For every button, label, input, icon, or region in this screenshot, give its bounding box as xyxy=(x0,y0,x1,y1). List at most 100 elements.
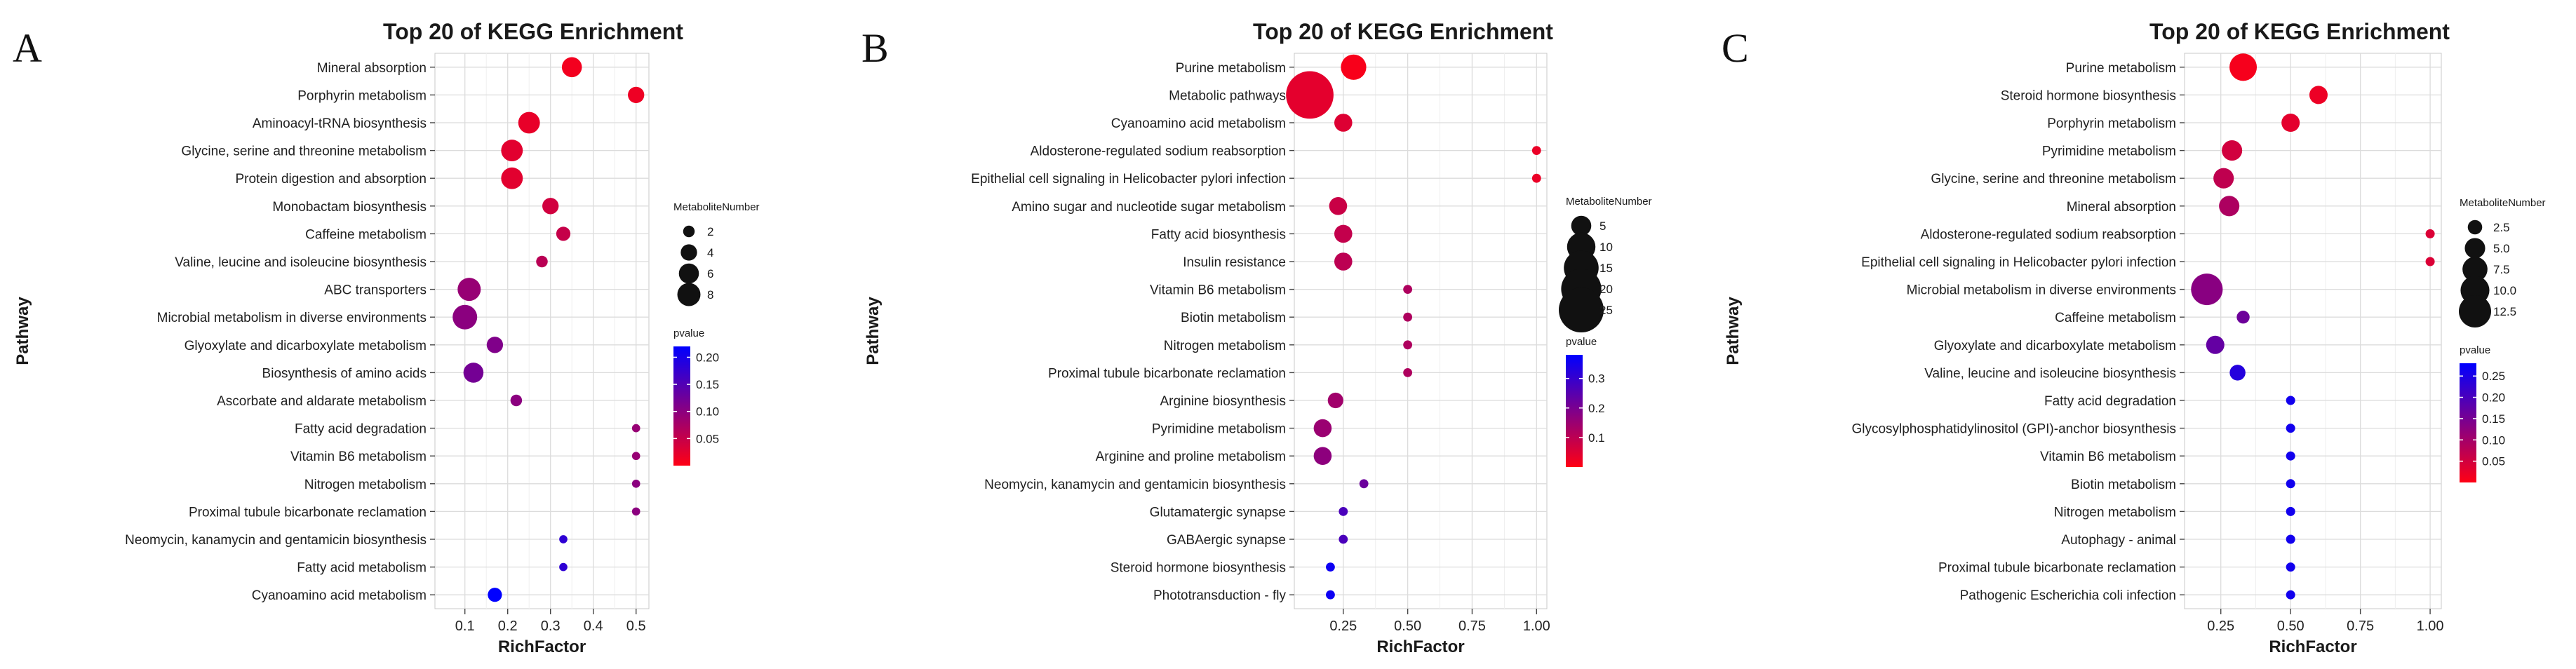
pathway-label: Aldosterone-regulated sodium reabsorptio… xyxy=(1921,227,2176,242)
data-point xyxy=(559,535,568,543)
data-point xyxy=(452,304,478,330)
pathway-label: Glycosylphosphatidylinositol (GPI)-ancho… xyxy=(1851,422,2176,437)
pathway-label: Nitrogen metabolism xyxy=(2054,505,2176,520)
pathway-label: Neomycin, kanamycin and gentamicin biosy… xyxy=(125,533,427,548)
pathway-label: Glyoxylate and dicarboxylate metabolism xyxy=(185,339,427,353)
size-legend-label: 15 xyxy=(1599,262,1613,275)
pathway-label: Fatty acid metabolism xyxy=(297,561,427,576)
pathway-label: Microbial metabolism in diverse environm… xyxy=(157,311,427,325)
color-legend-bar xyxy=(1566,355,1583,467)
x-tick-label: 1.00 xyxy=(2417,619,2444,634)
color-legend-label: 0.05 xyxy=(2482,455,2505,468)
data-point xyxy=(2236,311,2250,324)
color-legend-title: pvalue xyxy=(673,327,704,339)
pathway-label: Pathogenic Escherichia coli infection xyxy=(1960,588,2176,603)
y-axis-title: Pathway xyxy=(864,297,883,365)
pathway-label: Mineral absorption xyxy=(317,61,427,76)
data-point xyxy=(2222,140,2243,161)
pathway-label: Epithelial cell signaling in Helicobacte… xyxy=(1861,255,2176,270)
data-point xyxy=(1531,146,1541,156)
pathway-label: Phototransduction - fly xyxy=(1153,588,1287,603)
data-point xyxy=(1327,392,1343,409)
pathway-label: Epithelial cell signaling in Helicobacte… xyxy=(971,172,1286,187)
color-legend-label: 0.1 xyxy=(1588,431,1605,445)
x-tick-label: 0.1 xyxy=(455,619,475,634)
x-tick-label: 0.75 xyxy=(2347,619,2374,634)
panel-letter: A xyxy=(13,25,42,71)
pathway-label: Autophagy - animal xyxy=(2061,533,2176,548)
data-point xyxy=(1531,173,1541,183)
pathway-label: Glyoxylate and dicarboxylate metabolism xyxy=(1934,339,2176,353)
size-legend-title: MetaboliteNumber xyxy=(2460,197,2546,209)
data-point xyxy=(463,363,484,383)
data-point xyxy=(501,140,523,162)
size-legend-dot xyxy=(2467,219,2483,235)
pathway-label: Nitrogen metabolism xyxy=(1164,339,1286,353)
chart-title: Top 20 of KEGG Enrichment xyxy=(383,19,683,44)
data-point xyxy=(2213,168,2234,189)
size-legend-label: 5 xyxy=(1599,219,1606,233)
y-axis-title: Pathway xyxy=(13,297,32,365)
size-legend-dot xyxy=(680,244,697,261)
x-tick-label: 0.75 xyxy=(1458,619,1486,634)
pathway-label: Glutamatergic synapse xyxy=(1150,505,1286,520)
pathway-label: Biotin metabolism xyxy=(2071,478,2176,492)
pathway-label: Fatty acid degradation xyxy=(2044,394,2176,409)
pathway-label: Metabolic pathways xyxy=(1169,88,1286,103)
data-point xyxy=(1334,114,1353,132)
size-legend-label: 10 xyxy=(1599,241,1613,254)
size-legend-dot xyxy=(2462,257,2488,282)
data-point xyxy=(1341,54,1367,80)
pathway-label: Arginine and proline metabolism xyxy=(1096,450,1286,464)
x-tick-label: 0.25 xyxy=(1329,619,1357,634)
color-legend-title: pvalue xyxy=(1566,336,1597,348)
data-point xyxy=(2206,335,2225,354)
x-tick-label: 1.00 xyxy=(1523,619,1550,634)
chart-title: Top 20 of KEGG Enrichment xyxy=(2149,19,2450,44)
data-point xyxy=(1403,368,1413,377)
pathway-label: Protein digestion and absorption xyxy=(235,172,427,187)
data-point xyxy=(1403,312,1413,322)
data-point xyxy=(2286,479,2295,489)
data-point xyxy=(457,278,481,302)
pathway-label: Purine metabolism xyxy=(1176,61,1286,76)
color-legend: pvalue 0.05 0.10 0.15 0.20 0.25 xyxy=(2460,344,2505,482)
pathway-label: Cyanoamino acid metabolism xyxy=(252,588,427,603)
x-tick-label: 0.50 xyxy=(2277,619,2305,634)
pathway-label: Valine, leucine and isoleucine biosynthe… xyxy=(175,255,427,270)
data-point xyxy=(1339,507,1348,516)
pathway-label: Glycine, serine and threonine metabolism xyxy=(181,144,427,159)
pathway-label: Insulin resistance xyxy=(1183,255,1286,270)
color-legend-bar xyxy=(2460,363,2476,482)
data-point xyxy=(1313,419,1332,438)
size-legend-label: 7.5 xyxy=(2493,263,2510,276)
data-point xyxy=(2286,590,2295,600)
color-legend-label: 0.2 xyxy=(1588,402,1605,415)
pathway-label: Vitamin B6 metabolism xyxy=(2040,450,2176,464)
pathway-label: Steroid hormone biosynthesis xyxy=(2001,88,2176,103)
x-tick-label: 0.2 xyxy=(498,619,518,634)
plot-area xyxy=(2184,53,2442,609)
color-legend-label: 0.3 xyxy=(1588,372,1605,386)
color-legend-label: 0.15 xyxy=(2482,412,2505,426)
data-point xyxy=(486,337,504,353)
pathway-label: Aminoacyl-tRNA biosynthesis xyxy=(253,116,427,131)
x-axis-title: RichFactor xyxy=(1376,637,1464,656)
pathway-label: Amino sugar and nucleotide sugar metabol… xyxy=(1012,200,1286,215)
size-legend-title: MetaboliteNumber xyxy=(1566,196,1652,208)
size-legend-label: 8 xyxy=(707,288,713,302)
size-legend-dot xyxy=(677,283,701,306)
color-legend: pvalue 0.1 0.2 0.3 xyxy=(1566,336,1605,467)
pathway-label: Vitamin B6 metabolism xyxy=(1150,283,1286,298)
pathway-label: Pyrimidine metabolism xyxy=(2042,144,2176,159)
pathway-label: Biotin metabolism xyxy=(1181,311,1286,325)
panel-letter: B xyxy=(861,25,889,71)
color-legend: pvalue 0.05 0.10 0.15 0.20 xyxy=(673,327,719,466)
panel-letter: C xyxy=(1722,25,1749,71)
pathway-label: Monobactam biosynthesis xyxy=(272,200,427,215)
pathway-label: Porphyrin metabolism xyxy=(297,88,427,103)
pathway-label: Vitamin B6 metabolism xyxy=(290,450,427,464)
size-legend-label: 20 xyxy=(1599,283,1613,296)
pathway-label: Pyrimidine metabolism xyxy=(1152,422,1286,437)
